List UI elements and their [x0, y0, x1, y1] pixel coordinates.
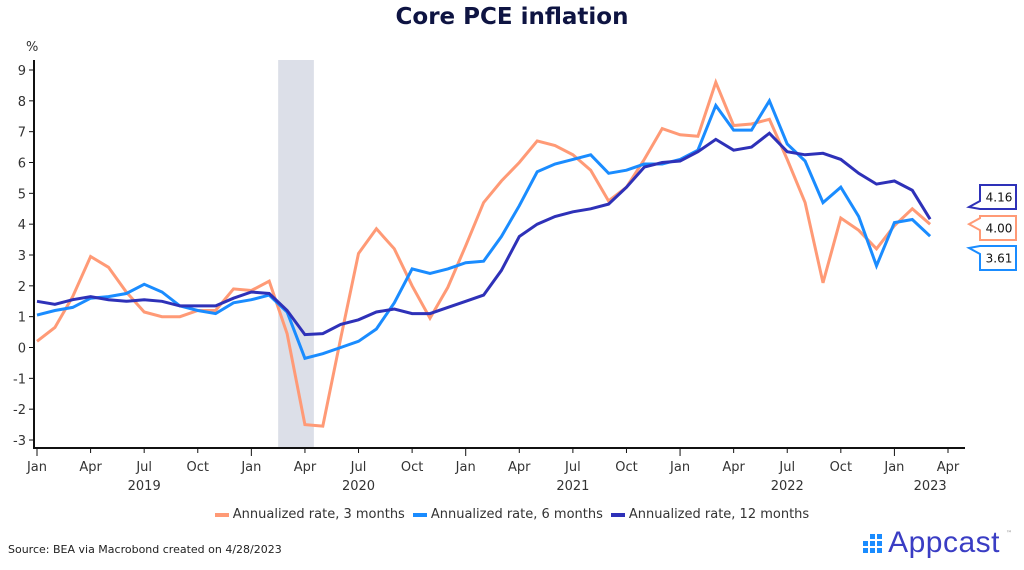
x-tick-label: Jan [26, 460, 47, 475]
recession-shade [278, 60, 314, 447]
source-note: Source: BEA via Macrobond created on 4/2… [8, 543, 282, 556]
series-line-12-months [36, 131, 932, 337]
y-tick-label: 3 [18, 249, 26, 264]
x-year-label: 2020 [342, 479, 375, 494]
legend-swatch-12-months [610, 512, 625, 517]
legend-label-12-months: Annualized rate, 12 months [628, 507, 810, 522]
y-tick-label: 5 [18, 187, 26, 202]
legend-label-6-months: Annualized rate, 6 months [430, 507, 603, 522]
legend-swatch-3-months [214, 512, 229, 517]
x-tick-label: Oct [830, 460, 852, 475]
legend: Annualized rate, 3 months Annualized rat… [0, 507, 1024, 522]
end-label-3-months-box [966, 215, 1017, 241]
end-label-6-months-box [966, 245, 1017, 271]
x-year-label: 2023 [914, 479, 947, 494]
x-tick-label: Oct [187, 460, 209, 475]
series-line-6-months [36, 97, 932, 361]
y-tick-label: 0 [18, 342, 26, 357]
y-tick-label: 4 [18, 218, 26, 233]
x-tick-label: Jul [135, 460, 152, 475]
series-line-3-months [36, 77, 932, 428]
x-tick-label: Apr [722, 460, 745, 475]
x-tick-label: Jan [455, 460, 476, 475]
end-labels-layer: 4.00 3.61 4.16 [966, 184, 1017, 271]
end-label-12-months-box [966, 184, 1017, 210]
x-tick-label: Jul [778, 460, 795, 475]
legend-swatch-6-months [412, 512, 427, 517]
end-label-12-months: 4.16 [966, 184, 1017, 210]
x-year-label: 2021 [556, 479, 589, 494]
x-tick-label: Apr [79, 460, 102, 475]
x-tick-label: Jul [350, 460, 367, 475]
legend-item-6-months[interactable]: Annualized rate, 6 months [412, 507, 603, 522]
x-tick-label: Oct [401, 460, 423, 475]
series-layer [36, 77, 932, 428]
end-label-3-months: 4.00 [966, 215, 1017, 241]
x-tick-label: Jan [240, 460, 261, 475]
y-tick-label: 2 [18, 280, 26, 295]
legend-item-3-months[interactable]: Annualized rate, 3 months [214, 507, 405, 522]
y-tick-label: 7 [18, 126, 26, 141]
legend-item-12-months[interactable]: Annualized rate, 12 months [610, 507, 810, 522]
y-tick-label: 9 [18, 64, 26, 79]
chart-title: Core PCE inflation [395, 4, 629, 30]
appcast-logo: Appcast ™ [863, 526, 1012, 560]
x-tick-label: Jul [564, 460, 581, 475]
y-tick-label: 8 [18, 95, 26, 110]
end-label-12-months-text: 4.16 [986, 191, 1013, 205]
x-tick-label: Jan [669, 460, 690, 475]
logo-grid-icon [863, 533, 883, 553]
end-label-3-months-text: 4.00 [986, 222, 1013, 236]
x-tick-label: Apr [294, 460, 317, 475]
y-tick-label: -2 [13, 403, 26, 418]
logo-trademark: ™ [1006, 530, 1012, 537]
recession-shading-layer [278, 60, 314, 447]
logo-text: Appcast [888, 526, 1000, 559]
end-label-6-months-text: 3.61 [986, 252, 1013, 266]
x-year-label: 2022 [771, 479, 804, 494]
y-axis-unit-label: % [26, 40, 39, 55]
end-label-6-months: 3.61 [966, 245, 1017, 271]
x-year-label: 2019 [128, 479, 161, 494]
y-tick-label: 6 [18, 157, 26, 172]
y-tick-label: 1 [18, 311, 26, 326]
x-tick-label: Apr [937, 460, 960, 475]
x-tick-label: Jan [883, 460, 904, 475]
x-tick-label: Apr [508, 460, 531, 475]
y-tick-label: -3 [13, 434, 26, 449]
legend-label-3-months: Annualized rate, 3 months [232, 507, 405, 522]
y-tick-label: -1 [13, 372, 26, 387]
x-tick-label: Oct [615, 460, 637, 475]
